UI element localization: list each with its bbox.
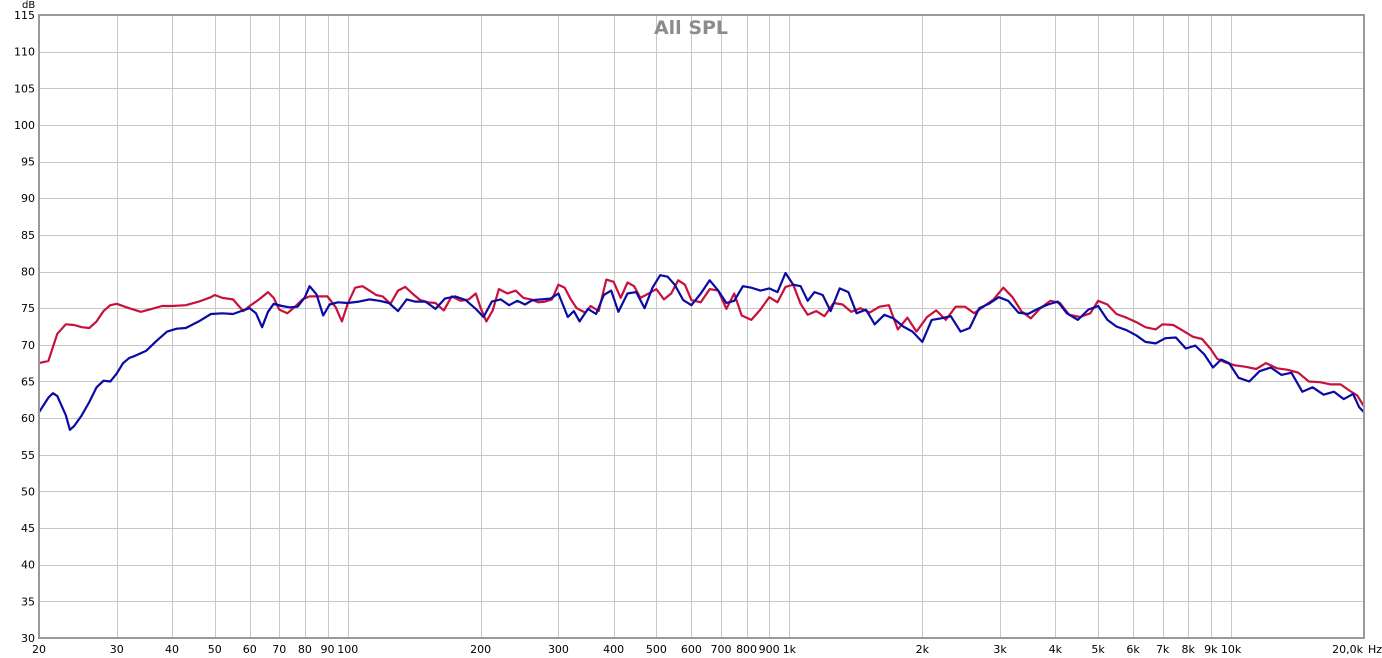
x-tick-label: 20	[32, 643, 46, 656]
x-tick-label: 6k	[1126, 643, 1140, 656]
x-tick-label: 8k	[1182, 643, 1196, 656]
x-tick-label: 60	[243, 643, 257, 656]
y-tick-label: 65	[21, 375, 35, 388]
y-tick-label: 70	[21, 339, 35, 352]
y-tick-label: 110	[14, 46, 35, 59]
x-tick-labels: 20 30 40 50 60 70 80 90 100 200 300 400 500 600 700 800…	[32, 643, 1382, 656]
x-tick-label: 80	[298, 643, 312, 656]
y-tick-label: 85	[21, 229, 35, 242]
y-tick-label: 115	[14, 9, 35, 22]
x-tick-label: 70	[272, 643, 286, 656]
x-tick-label: 800	[736, 643, 757, 656]
y-tick-label: 50	[21, 485, 35, 498]
y-tick-label: 60	[21, 412, 35, 425]
y-tick-label: 40	[21, 559, 35, 572]
y-tick-label: 55	[21, 449, 35, 462]
x-tick-label: 3k	[993, 643, 1007, 656]
x-tick-label: 90	[321, 643, 335, 656]
x-tick-label: 100	[337, 643, 358, 656]
y-tick-label: 45	[21, 522, 35, 535]
x-tick-label: 300	[548, 643, 569, 656]
series-line-1	[37, 278, 1366, 408]
x-tick-label: 30	[110, 643, 124, 656]
x-tick-label: 40	[165, 643, 179, 656]
series-line-2	[37, 271, 1366, 431]
y-tick-label: 80	[21, 266, 35, 279]
x-tick-label: 600	[681, 643, 702, 656]
y-tick-label: 100	[14, 119, 35, 132]
y-tick-label: 30	[21, 632, 35, 645]
y-unit-label: dB	[22, 0, 35, 11]
x-tick-label: 9k	[1204, 643, 1218, 656]
grid	[39, 15, 1365, 639]
x-unit-label: Hz	[1368, 643, 1382, 656]
x-tick-label: 2k	[916, 643, 930, 656]
x-tick-label: 50	[208, 643, 222, 656]
x-tick-label: 1k	[783, 643, 797, 656]
x-tick-label: 5k	[1091, 643, 1105, 656]
x-tick-label: 4k	[1049, 643, 1063, 656]
x-tick-label: 10k	[1221, 643, 1242, 656]
x-tick-label: 7k	[1156, 643, 1170, 656]
y-tick-label: 95	[21, 156, 35, 169]
series-lines	[37, 271, 1366, 431]
plot-frame	[38, 14, 1365, 639]
y-tick-label: 35	[21, 595, 35, 608]
y-tick-label: 90	[21, 192, 35, 205]
y-tick-label: 105	[14, 82, 35, 95]
x-tick-label: 500	[646, 643, 667, 656]
x-tick-label: 400	[603, 643, 624, 656]
x-tick-label: 200	[470, 643, 491, 656]
x-tick-label: 700	[710, 643, 731, 656]
y-tick-labels: 30 35 40 45 50 55 60 65 70 75 80 85 90 95 100 105 110 115	[14, 9, 35, 645]
x-tick-label: 900	[759, 643, 780, 656]
y-tick-label: 75	[21, 302, 35, 315]
chart-title: All SPL	[654, 17, 728, 39]
x-tick-label: 20,0k	[1332, 643, 1363, 656]
